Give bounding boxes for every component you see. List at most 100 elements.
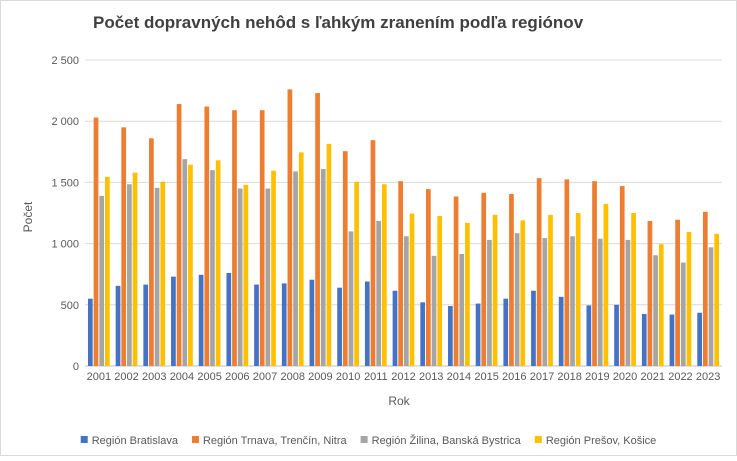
bar: [409, 213, 415, 366]
bar: [426, 189, 431, 366]
bar: [348, 231, 354, 366]
bar: [536, 178, 542, 366]
bar: [702, 211, 708, 366]
x-tick-label: 2023: [696, 371, 720, 383]
bar: [437, 216, 443, 366]
bar: [548, 214, 553, 366]
bar: [132, 172, 138, 366]
bar: [271, 170, 276, 366]
x-tick-label: 2012: [391, 371, 415, 383]
bar: [647, 220, 653, 366]
bar: [376, 220, 381, 366]
bar: [658, 244, 664, 366]
bar: [87, 298, 93, 366]
bar: [198, 274, 204, 366]
bar: [403, 236, 409, 366]
legend-label: Región Bratislava: [92, 435, 179, 447]
bar: [708, 247, 714, 366]
bar: [364, 281, 370, 366]
bar: [570, 236, 575, 366]
legend-label: Región Žilina, Banská Bystrica: [372, 434, 522, 447]
bar: [93, 117, 99, 366]
bar: [520, 220, 526, 366]
bar: [204, 106, 210, 367]
bar: [160, 181, 166, 366]
y-tick-label: 500: [61, 300, 79, 312]
x-tick-label: 2002: [114, 371, 138, 383]
bar: [226, 272, 232, 366]
bar: [298, 152, 304, 366]
bar: [714, 233, 720, 366]
bar: [259, 110, 265, 367]
bar: [232, 110, 237, 367]
bar: [171, 276, 176, 366]
x-axis-title: Rok: [388, 394, 410, 408]
bar: [354, 181, 359, 366]
bar: [337, 287, 342, 366]
legend-swatch: [360, 436, 368, 443]
bar: [653, 255, 658, 366]
legend-label: Región Prešov, Košice: [546, 435, 656, 447]
bar: [475, 303, 481, 366]
x-tick-label: 2019: [585, 371, 609, 383]
x-tick-label: 2001: [87, 371, 111, 383]
x-tick-label: 2011: [364, 371, 388, 383]
bar: [309, 279, 315, 366]
bar: [398, 181, 404, 366]
x-tick-label: 2021: [641, 371, 665, 383]
bar: [503, 298, 509, 366]
bar: [531, 290, 536, 366]
bar: [487, 239, 492, 366]
bars: [87, 89, 720, 367]
bar: [154, 187, 160, 366]
bar: [121, 127, 127, 366]
x-tick-label: 2017: [530, 371, 554, 383]
x-tick-label: 2015: [474, 371, 498, 383]
bar: [281, 283, 287, 366]
bar: [143, 284, 149, 366]
bar: [265, 188, 271, 366]
y-tick-label: 1 500: [51, 177, 79, 189]
x-tick-label: 2008: [280, 371, 304, 383]
bar: [149, 138, 154, 366]
x-tick-label: 2006: [225, 371, 249, 383]
bar: [115, 285, 121, 366]
bar: [381, 184, 387, 366]
bar: [431, 255, 437, 366]
bar: [188, 164, 193, 366]
bar: [509, 194, 514, 366]
x-tick-label: 2022: [668, 371, 692, 383]
bar: [448, 306, 453, 366]
bar: [686, 231, 692, 366]
bar: [420, 302, 426, 366]
bar: [210, 170, 215, 366]
bar: [342, 151, 348, 366]
y-tick-label: 0: [73, 361, 79, 373]
x-tick-label: 2010: [336, 371, 360, 383]
y-tick-label: 1 000: [51, 239, 79, 251]
y-tick-label: 2 500: [51, 55, 79, 67]
legend-swatch: [534, 436, 542, 443]
bar: [215, 160, 221, 366]
bar: [592, 181, 597, 366]
bar: [680, 262, 686, 366]
y-axis-title: Počet: [21, 201, 35, 232]
bar: [392, 290, 398, 366]
chart-title: Počet dopravných nehôd s ľahkým zranením…: [93, 13, 584, 32]
bar: [293, 171, 298, 366]
x-tick-label: 2003: [142, 371, 166, 383]
bar: [326, 143, 332, 366]
x-tick-label: 2004: [170, 371, 194, 383]
bar: [697, 312, 702, 366]
x-tick-label: 2014: [447, 371, 471, 383]
bar: [459, 254, 465, 366]
bar: [492, 214, 498, 366]
legend-swatch: [191, 436, 199, 443]
bar: [514, 233, 520, 366]
bar: [99, 195, 105, 366]
bar: [669, 314, 675, 366]
x-tick-label: 2005: [197, 371, 221, 383]
legend-swatch: [80, 436, 88, 443]
x-tick-label: 2016: [502, 371, 526, 383]
